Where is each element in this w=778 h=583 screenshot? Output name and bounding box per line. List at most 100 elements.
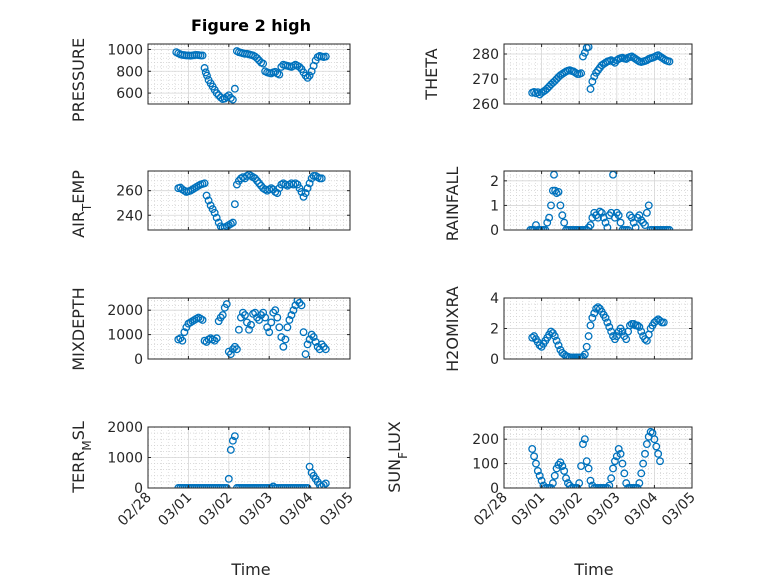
data-point [222,300,231,309]
data-point [180,328,189,337]
data-point [226,445,235,454]
data-point [261,313,270,322]
panel-rainfall: RAINFALL 0 1 2 [443,167,693,242]
data-point [299,328,308,337]
data-point [210,336,219,345]
data-point [586,85,595,93]
data-point [178,336,187,345]
data-point [590,309,599,318]
data-point [642,440,651,449]
y-tick-label: 4 [490,291,499,307]
data-series [174,170,326,231]
data-point [605,481,614,489]
data-point [626,321,634,330]
data-point [579,440,587,449]
axes-frame [147,43,351,105]
data-point [550,471,559,480]
data-point [279,342,288,351]
data-point [547,327,555,336]
data-point [234,325,243,334]
data-point [554,187,563,196]
data-point [641,335,649,344]
data-point [277,333,286,341]
data-point [269,308,278,317]
data-point [659,318,668,327]
y-tick-label: 260 [472,97,499,113]
y-axis-label: MIXDEPTH [69,287,88,370]
axes-frame [147,297,351,360]
data-series [174,297,330,359]
data-point [584,464,593,473]
data-point [228,95,237,104]
x-axis-label: Time [573,560,613,579]
data-point [603,318,612,327]
data-point [586,221,595,230]
data-point [533,466,542,475]
chart-title: Figure 2 high [191,16,311,35]
y-tick-label: 0 [134,481,143,497]
data-point [289,306,298,315]
panel-terr-msl: TERRMSL 0 1000 2000 02/28 03/01 03/02 03… [69,420,357,579]
y-tick-label: 2000 [107,303,143,319]
data-point [607,208,616,217]
y-tick-label: 0 [490,223,499,239]
data-point [548,479,557,488]
data-point [650,435,659,444]
data-point [241,311,249,320]
data-point [297,301,306,310]
data-point [622,335,631,344]
y-axis-label: AIRTEMP [69,170,94,238]
data-point [230,84,239,93]
data-point [612,332,621,341]
data-point [243,318,251,327]
data-point [552,336,561,345]
y-tick-label: 260 [116,184,143,200]
data-point [212,213,221,222]
data-point [629,218,638,227]
data-point [618,459,627,468]
data-point [301,189,310,198]
y-axis-label: RAINFALL [443,167,462,242]
data-point [532,459,540,468]
data-point [532,221,540,230]
data-point [641,221,649,230]
data-point [301,71,310,80]
data-point [582,457,591,466]
data-point [550,332,559,341]
data-point [203,71,211,80]
data-point [226,94,235,102]
data-point [644,201,653,210]
data-point [216,313,225,322]
data-point [607,474,616,483]
y-tick-label: 600 [116,86,143,102]
data-point [535,471,544,480]
data-point [259,308,268,317]
data-point [295,298,304,307]
data-point [305,71,314,80]
data-point [554,341,563,350]
data-point [601,313,610,322]
data-point [588,313,597,322]
data-point [635,479,644,488]
data-point [267,318,276,327]
data-point [275,70,284,79]
data-point [200,179,209,188]
data-point [309,333,318,341]
data-point [200,64,209,72]
data-point [232,345,241,354]
data-point [614,211,623,220]
panel-air-temp: AIRTEMP 240 260 [69,170,351,238]
data-point [580,48,589,57]
data-point [263,323,272,332]
data-point [303,184,312,193]
data-point [641,449,649,458]
y-tick-label: 0 [490,481,499,497]
data-point [247,320,255,329]
data-point [528,333,537,342]
data-point [590,72,599,81]
data-point [594,303,602,312]
y-axis-label: TERRMSL [69,421,94,494]
data-point [642,208,651,217]
data-point [319,342,328,351]
axes-frame [503,43,693,105]
